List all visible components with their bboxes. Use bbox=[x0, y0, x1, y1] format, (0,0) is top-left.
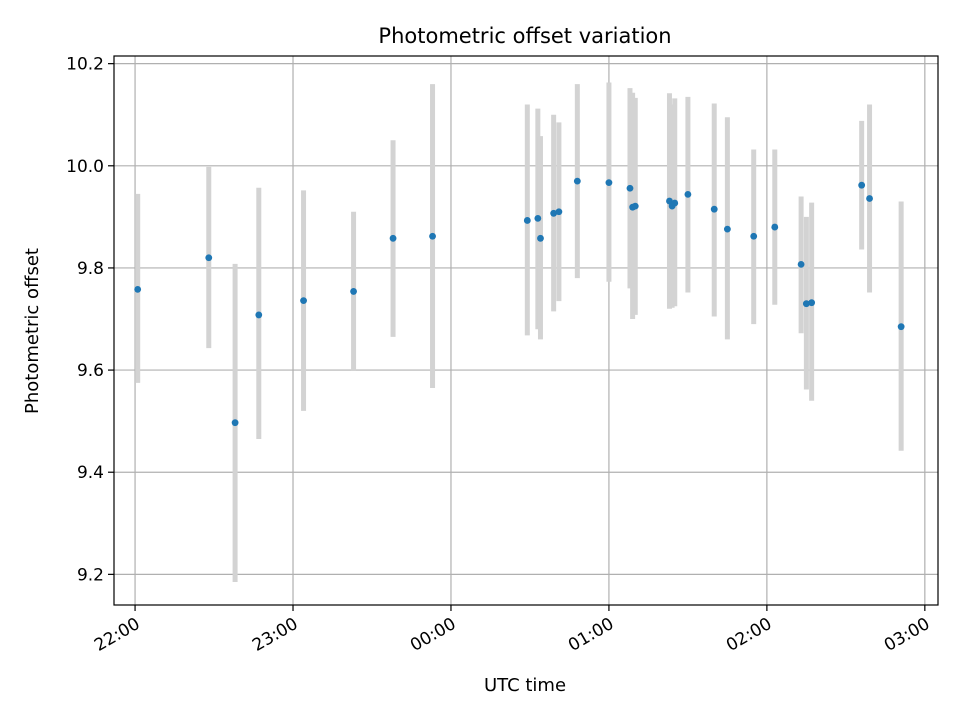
data-point bbox=[858, 181, 866, 189]
data-point bbox=[802, 300, 810, 308]
y-tick-label: 9.2 bbox=[77, 565, 104, 585]
data-point bbox=[710, 205, 718, 213]
data-point bbox=[605, 179, 613, 187]
y-axis-label: Photometric offset bbox=[22, 248, 43, 414]
data-point bbox=[626, 184, 634, 192]
data-point bbox=[300, 297, 307, 305]
data-point bbox=[534, 215, 542, 222]
data-point bbox=[866, 195, 873, 202]
data-point bbox=[231, 419, 239, 427]
data-points bbox=[134, 177, 905, 427]
data-point bbox=[537, 234, 544, 242]
data-point bbox=[808, 299, 816, 307]
x-axis-label: UTC time bbox=[484, 675, 566, 696]
y-tick-label: 9.4 bbox=[77, 463, 104, 483]
data-point bbox=[389, 234, 397, 242]
data-point bbox=[573, 177, 581, 185]
chart-title: Photometric offset variation bbox=[378, 24, 671, 48]
data-point bbox=[523, 217, 531, 224]
plot-frame bbox=[113, 55, 939, 606]
data-point bbox=[429, 232, 436, 240]
data-point bbox=[134, 285, 142, 293]
y-axis-ticks: 9.2 9.4 9.6 9.8 10.0 10.2 bbox=[66, 55, 114, 585]
y-tick-label: 10.2 bbox=[66, 55, 104, 75]
data-point bbox=[255, 311, 263, 319]
data-point bbox=[750, 232, 758, 240]
data-point bbox=[671, 199, 679, 207]
data-point bbox=[205, 254, 213, 262]
y-tick-label: 9.6 bbox=[77, 361, 104, 381]
y-tick-label: 9.8 bbox=[77, 259, 104, 279]
data-point bbox=[350, 288, 357, 295]
data-point bbox=[631, 202, 639, 210]
data-point bbox=[666, 197, 673, 205]
data-point bbox=[771, 223, 779, 231]
data-point bbox=[723, 225, 731, 233]
y-tick-label: 10.0 bbox=[66, 157, 104, 177]
data-point bbox=[797, 260, 805, 268]
data-point bbox=[555, 208, 563, 216]
data-point bbox=[684, 190, 692, 198]
data-point bbox=[550, 209, 558, 217]
data-point bbox=[897, 323, 905, 331]
